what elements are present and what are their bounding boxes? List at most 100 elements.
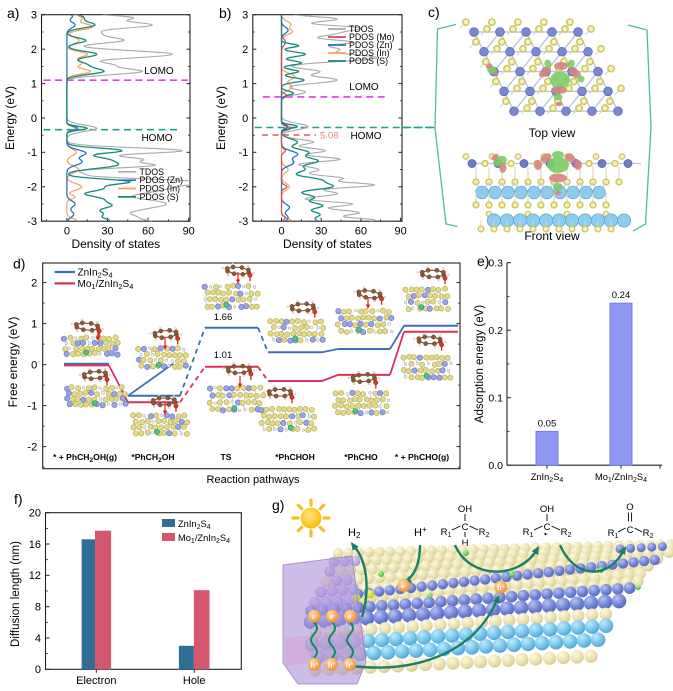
svg-text:R2: R2 (643, 528, 654, 540)
svg-text:H2: H2 (348, 527, 361, 540)
svg-text:PDOS (Zn): PDOS (Zn) (140, 175, 184, 185)
svg-text:3: 3 (31, 10, 37, 22)
svg-text:* + PhCH2OH(g): * + PhCH2OH(g) (53, 452, 117, 464)
svg-text:0.3: 0.3 (488, 258, 503, 270)
svg-text:TDOS: TDOS (349, 24, 374, 34)
svg-text:a): a) (7, 5, 19, 21)
svg-text:2: 2 (31, 277, 37, 289)
svg-text:5.08: 5.08 (320, 130, 339, 141)
svg-text:* + PhCHO(g): * + PhCHO(g) (395, 452, 449, 462)
svg-text:1: 1 (31, 318, 37, 330)
svg-text:Mo1/ZnIn2S4: Mo1/ZnIn2S4 (78, 279, 134, 291)
svg-text:0: 0 (35, 664, 41, 676)
svg-text:PDOS (In): PDOS (In) (349, 48, 390, 58)
svg-text:R1: R1 (523, 527, 534, 539)
svg-text:Diffusion length (nm): Diffusion length (nm) (10, 541, 22, 647)
svg-text:-2: -2 (27, 441, 37, 453)
svg-text:*PhCH2OH: *PhCH2OH (131, 452, 174, 464)
svg-text:16: 16 (29, 539, 41, 551)
svg-text:20: 20 (29, 508, 41, 520)
svg-text:-2: -2 (239, 182, 249, 194)
svg-text:60: 60 (142, 226, 154, 238)
svg-text:-1: -1 (27, 400, 37, 412)
svg-text:0: 0 (64, 226, 70, 238)
svg-text:h+: h+ (497, 583, 505, 592)
svg-text:Free energy (eV): Free energy (eV) (6, 317, 20, 408)
svg-text:e-: e- (311, 612, 317, 621)
svg-text:0: 0 (278, 226, 284, 238)
svg-text:HOMO: HOMO (350, 131, 381, 142)
svg-text:g): g) (272, 497, 284, 513)
svg-text:R1: R1 (441, 527, 452, 539)
svg-text:ZnIn2S4: ZnIn2S4 (78, 268, 113, 280)
svg-text:Hole: Hole (183, 675, 206, 687)
svg-text:1: 1 (242, 78, 248, 90)
svg-text:ZnIn2S4: ZnIn2S4 (178, 519, 211, 531)
svg-text:h+: h+ (346, 660, 354, 669)
svg-text:Adsorption energy (eV): Adsorption energy (eV) (474, 305, 486, 423)
svg-text:Energy (eV): Energy (eV) (214, 86, 228, 150)
svg-text:O: O (626, 502, 633, 513)
svg-text:R2: R2 (561, 527, 572, 539)
svg-text:c): c) (428, 4, 440, 20)
svg-text:Top view: Top view (529, 126, 576, 140)
svg-text:3: 3 (242, 10, 248, 22)
svg-text:C: C (627, 525, 634, 536)
svg-text:1.01: 1.01 (214, 350, 233, 361)
svg-text:TS: TS (221, 452, 232, 462)
svg-text:PDOS (S): PDOS (S) (140, 192, 179, 202)
svg-text:Front view: Front view (524, 229, 580, 243)
svg-text:e-: e- (347, 612, 353, 621)
svg-text:C: C (462, 522, 469, 533)
svg-text:d): d) (13, 256, 25, 272)
svg-text:*PhCHO: *PhCHO (344, 452, 378, 462)
svg-text:Energy (eV): Energy (eV) (3, 86, 17, 150)
svg-text:30: 30 (101, 226, 113, 238)
svg-text:0: 0 (242, 113, 248, 125)
svg-text:b): b) (219, 5, 231, 21)
svg-text:2: 2 (31, 44, 37, 56)
svg-text:8: 8 (35, 601, 41, 613)
svg-text:ZnIn2S4: ZnIn2S4 (531, 472, 564, 484)
svg-text:0: 0 (31, 113, 37, 125)
svg-text:Reaction pathways: Reaction pathways (207, 474, 300, 486)
svg-text:90: 90 (183, 226, 195, 238)
svg-text:R1: R1 (608, 528, 619, 540)
svg-text:H: H (462, 538, 469, 549)
svg-text:PODS (S): PODS (S) (349, 56, 388, 66)
svg-text:60: 60 (355, 226, 367, 238)
svg-text:-2: -2 (27, 182, 37, 194)
svg-text:1.66: 1.66 (214, 312, 233, 323)
svg-text:2: 2 (242, 44, 248, 56)
svg-text:f): f) (14, 491, 23, 507)
svg-text:h+: h+ (311, 660, 319, 669)
svg-text:90: 90 (394, 226, 406, 238)
svg-text:-1: -1 (27, 147, 37, 159)
svg-text:e-: e- (329, 612, 335, 621)
svg-text:0.1: 0.1 (488, 393, 503, 405)
svg-text:Electron: Electron (76, 675, 116, 687)
svg-text:Density of states: Density of states (71, 237, 160, 251)
svg-text:12: 12 (29, 570, 41, 582)
svg-text:PDOS (In): PDOS (In) (140, 184, 181, 194)
svg-text:1: 1 (31, 78, 37, 90)
svg-text:PDOS (Mo): PDOS (Mo) (349, 32, 395, 42)
svg-text:OH: OH (540, 504, 554, 515)
svg-text:0: 0 (31, 359, 37, 371)
svg-text:R2: R2 (479, 527, 490, 539)
svg-text:C: C (544, 522, 551, 533)
svg-text:LOMO: LOMO (349, 82, 379, 93)
svg-text:HOMO: HOMO (141, 133, 172, 144)
svg-text:-3: -3 (27, 216, 37, 228)
svg-text:LOMO: LOMO (144, 66, 174, 77)
svg-text:*PhCHOH: *PhCHOH (275, 452, 315, 462)
svg-text:0.2: 0.2 (488, 325, 503, 337)
svg-text:OH: OH (458, 504, 472, 515)
svg-text:4: 4 (35, 633, 41, 645)
svg-text:-3: -3 (239, 216, 249, 228)
svg-text:Density of states: Density of states (283, 237, 372, 251)
svg-text:0.24: 0.24 (612, 290, 631, 301)
svg-text:e-: e- (401, 581, 407, 590)
svg-text:PDOS (Zn): PDOS (Zn) (349, 40, 393, 50)
svg-text:0.05: 0.05 (538, 418, 557, 429)
